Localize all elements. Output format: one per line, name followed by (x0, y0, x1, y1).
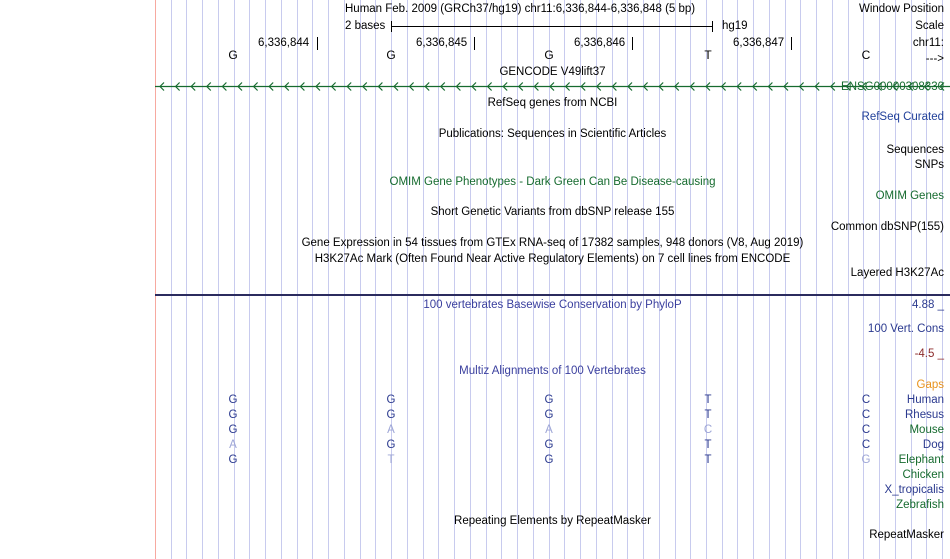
conservation-top-rule (155, 294, 950, 296)
gene-strand-arrow-track[interactable] (155, 81, 950, 92)
alignment-base: G (544, 409, 554, 421)
alignment-species-label[interactable]: Mouse (909, 424, 944, 436)
strand-label: ---> (925, 53, 944, 65)
ruler-tick (317, 37, 318, 50)
track-label-phylop[interactable]: 100 Vert. Cons (867, 323, 944, 335)
track-title-publications: Publications: Sequences in Scientific Ar… (438, 128, 667, 140)
scale-value-text: 2 bases (345, 20, 386, 32)
track-label-repeatmasker[interactable]: RepeatMasker (869, 529, 944, 541)
alignment-base: T (704, 439, 712, 451)
scale-bar (391, 26, 712, 27)
track-title-omim: OMIM Gene Phenotypes - Dark Green Can Be… (389, 176, 716, 188)
track-label-refseq[interactable]: RefSeq Curated (861, 111, 944, 123)
alignment-base: G (228, 454, 238, 466)
conservation-max-label: 4.88 _ (912, 299, 944, 311)
alignment-base: T (704, 409, 712, 421)
ruler-base-letter: G (228, 48, 238, 62)
scale-label: Scale (915, 20, 944, 32)
alignment-base: G (228, 409, 238, 421)
ruler-coordinate-label: 6,336,847 (733, 37, 785, 49)
ruler-base-letter: G (544, 48, 554, 62)
track-label-sequences[interactable]: Sequences (886, 144, 944, 156)
alignment-species-label[interactable]: Zebrafish (896, 499, 944, 511)
alignment-base: G (544, 394, 554, 406)
alignment-species-label[interactable]: Rhesus (905, 409, 944, 421)
track-title-repeatmasker: Repeating Elements by RepeatMasker (454, 515, 651, 527)
alignment-base: A (545, 424, 553, 436)
alignment-species-label[interactable]: X_tropicalis (884, 484, 944, 496)
track-label-snps[interactable]: SNPs (914, 159, 944, 171)
ruler-coordinate-label: 6,336,844 (258, 37, 310, 49)
alignment-base: G (228, 394, 238, 406)
alignment-label-gaps: Gaps (916, 379, 945, 391)
ruler-tick (791, 37, 792, 50)
alignment-base: G (228, 424, 238, 436)
scale-bar-left-cap (391, 21, 392, 32)
alignment-species-label[interactable]: Elephant (898, 454, 944, 466)
alignment-base: C (703, 424, 713, 436)
assembly-position-text: Human Feb. 2009 (GRCh37/hg19) chr11:6,33… (345, 3, 696, 15)
alignment-species-label[interactable]: Chicken (902, 469, 944, 481)
track-label-dbsnp[interactable]: Common dbSNP(155) (830, 221, 944, 233)
track-title-gtex: Gene Expression in 54 tissues from GTEx … (301, 237, 804, 249)
track-title-h3k27ac: H3K27Ac Mark (Often Found Near Active Re… (314, 253, 791, 265)
ruler-base-letter: G (386, 48, 396, 62)
conservation-min-label: -4.5 _ (914, 348, 944, 360)
center-marker-line (155, 0, 156, 559)
ruler-coordinate-label: 6,336,845 (416, 37, 468, 49)
db-name-text: hg19 (722, 20, 748, 32)
alignment-species-label[interactable]: Dog (922, 439, 944, 451)
alignment-species-label[interactable]: Human (906, 394, 944, 406)
alignment-base: T (704, 454, 712, 466)
alignment-base: G (544, 439, 554, 451)
alignment-base: C (861, 424, 871, 436)
scale-bar-right-cap (712, 21, 713, 32)
alignment-base: G (861, 454, 871, 466)
track-label-h3k27ac[interactable]: Layered H3K27Ac (850, 267, 944, 279)
track-title-dbsnp: Short Genetic Variants from dbSNP releas… (430, 206, 675, 218)
track-title-gencode: GENCODE V49lift37 (499, 66, 606, 78)
ruler-tick (474, 37, 475, 50)
window-position-label: Window Position (858, 3, 944, 15)
ruler-coordinate-label: 6,336,846 (574, 37, 626, 49)
ruler-base-letter: C (861, 48, 871, 62)
chrom-label: chr11: (912, 37, 944, 49)
alignment-base: T (387, 454, 395, 466)
alignment-base: C (861, 409, 871, 421)
alignment-base: A (387, 424, 395, 436)
sidebar-background (0, 0, 155, 559)
alignment-base: T (704, 394, 712, 406)
alignment-base: G (386, 439, 396, 451)
track-title-refseq: RefSeq genes from NCBI (487, 97, 618, 109)
ruler-tick (632, 37, 633, 50)
alignment-base: C (861, 394, 871, 406)
alignment-base: G (544, 454, 554, 466)
alignment-base: C (861, 439, 871, 451)
track-label-omim[interactable]: OMIM Genes (875, 190, 944, 202)
alignment-base: A (229, 439, 237, 451)
alignment-base: G (386, 394, 396, 406)
ruler-base-letter: T (704, 48, 712, 62)
track-title-multiz: Multiz Alignments of 100 Vertebrates (459, 365, 646, 377)
track-title-phylop: 100 vertebrates Basewise Conservation by… (423, 299, 682, 311)
alignment-base: G (386, 409, 396, 421)
